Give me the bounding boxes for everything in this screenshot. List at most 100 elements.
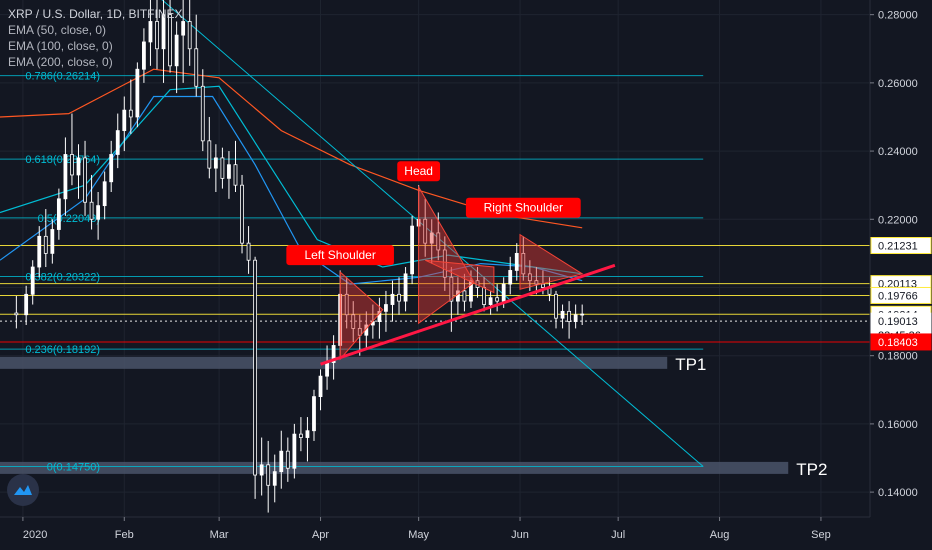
- candle: [482, 287, 486, 305]
- fib-label: 0.382(0.20322): [25, 272, 100, 284]
- candle: [429, 232, 434, 244]
- candle: [488, 297, 493, 305]
- price-badge: [870, 333, 932, 351]
- price-badge: [870, 286, 932, 304]
- candle: [259, 464, 264, 476]
- ema-line-2: [0, 85, 583, 275]
- candle: [89, 201, 94, 220]
- candle: [174, 34, 179, 67]
- candle: [220, 157, 225, 179]
- candle: [272, 471, 277, 486]
- annotation-box: [465, 197, 581, 218]
- candle: [423, 218, 428, 244]
- candle: [325, 362, 329, 377]
- candle: [449, 276, 454, 302]
- candle: [76, 157, 81, 176]
- annotation-left-shoulder: Left Shoulder: [286, 245, 394, 266]
- legend: XRP / U.S. Dollar, 1D, BITFINEX EMA (50,…: [8, 6, 183, 70]
- candle: [207, 140, 212, 169]
- pattern-triangle: [424, 259, 495, 294]
- candle: [37, 235, 42, 268]
- candle: [299, 433, 303, 438]
- candle: [213, 157, 218, 169]
- candle: [246, 242, 251, 261]
- candle: [142, 41, 146, 70]
- tradingview-logo-icon[interactable]: [7, 474, 39, 506]
- candle: [148, 21, 153, 43]
- candle: [24, 293, 29, 316]
- candle: [161, 14, 166, 50]
- candle: [312, 396, 316, 432]
- candle: [357, 328, 362, 336]
- pattern-triangle: [418, 185, 475, 325]
- target-label-tp1: TP1: [675, 355, 706, 374]
- candle: [514, 252, 519, 271]
- target-band-tp2: [0, 461, 789, 474]
- ema-200-label[interactable]: EMA (200, close, 0): [8, 55, 113, 69]
- candle: [279, 450, 284, 473]
- candle: [573, 314, 578, 322]
- candle: [181, 21, 186, 36]
- candle: [109, 154, 114, 183]
- candle: [501, 283, 506, 302]
- candle: [377, 310, 382, 322]
- price-tick-label: 0.24000: [878, 146, 918, 158]
- candle: [390, 293, 395, 305]
- time-tick-label: Jun: [511, 529, 529, 541]
- annotation-right-shoulder: Right Shoulder: [465, 197, 581, 218]
- candle: [495, 297, 500, 302]
- fib-label: 0.236(0.18192): [25, 344, 100, 356]
- neckline: [320, 263, 616, 366]
- price-tick-label: 0.18000: [878, 351, 918, 363]
- candle: [233, 164, 238, 186]
- candle: [63, 154, 68, 200]
- candle: [266, 464, 271, 486]
- candle: [351, 314, 356, 329]
- price-tick-label: 0.22000: [878, 214, 918, 226]
- candle: [403, 273, 408, 302]
- symbol-title[interactable]: XRP / U.S. Dollar, 1D, BITFINEX: [8, 7, 183, 21]
- time-tick-label: Aug: [710, 529, 730, 541]
- candle: [318, 375, 323, 398]
- candle: [384, 304, 388, 312]
- price-tick-label: 0.14000: [878, 487, 918, 499]
- annotation-box: [397, 161, 441, 182]
- candle: [56, 198, 61, 230]
- candle: [200, 85, 205, 142]
- time-tick-label: Feb: [115, 529, 134, 541]
- candle: [50, 229, 55, 254]
- fib-label: 0.786(0.26214): [25, 71, 100, 83]
- candle: [253, 259, 258, 476]
- candle: [285, 450, 290, 469]
- candle: [187, 21, 192, 50]
- ema-50-label[interactable]: EMA (50, close, 0): [8, 23, 107, 37]
- fib-label: 0.618(0.23764): [25, 154, 100, 166]
- candle: [70, 154, 74, 176]
- candle: [122, 109, 127, 132]
- candle: [135, 68, 140, 118]
- price-axis-bg: [870, 0, 932, 550]
- candle: [554, 293, 558, 319]
- candle: [102, 181, 107, 207]
- pattern-triangle: [519, 233, 584, 290]
- time-tick-label: Jul: [611, 529, 625, 541]
- ema-100-label[interactable]: EMA (100, close, 0): [8, 39, 113, 53]
- candle: [541, 283, 545, 288]
- candle: [521, 252, 526, 275]
- annotation-label: Right Shoulder: [484, 201, 563, 215]
- price-tick-label: 0.26000: [878, 78, 918, 90]
- candle: [240, 184, 244, 244]
- price-badge: [870, 237, 932, 255]
- price-badge-label: 0.21231: [878, 241, 918, 253]
- annotation-label: Head: [404, 164, 433, 178]
- candle: [115, 130, 120, 155]
- annotation-head: Head: [397, 161, 441, 182]
- candle: [128, 109, 133, 118]
- time-tick-label: Mar: [210, 529, 229, 541]
- candle: [227, 164, 231, 179]
- price-tick-label: 0.28000: [878, 10, 918, 22]
- price-tick-label: 0.16000: [878, 419, 918, 431]
- price-badge-label: 0.19013: [878, 316, 918, 328]
